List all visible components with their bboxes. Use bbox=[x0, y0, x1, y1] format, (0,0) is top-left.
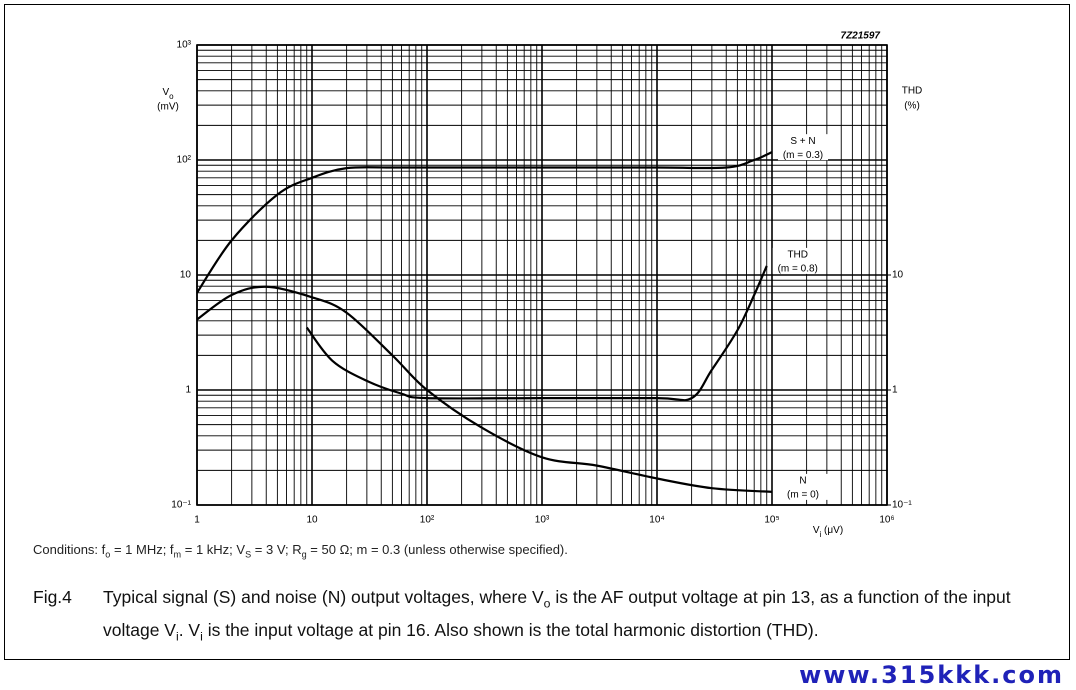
x-tick-label: 10³ bbox=[535, 515, 550, 526]
text-part: = 3 V; R bbox=[251, 542, 302, 557]
y-tick-label: 10³ bbox=[177, 40, 192, 51]
caption-label: Fig.4 bbox=[33, 587, 72, 607]
y2-tick-label: 10⁻¹ bbox=[892, 500, 912, 511]
x-tick-label: 1 bbox=[194, 515, 200, 526]
text-part: . V bbox=[178, 619, 201, 640]
series-line bbox=[305, 265, 768, 402]
text-part: = 1 MHz; f bbox=[110, 542, 174, 557]
x-tick-label: 10⁵ bbox=[764, 515, 779, 526]
subscript: i bbox=[820, 530, 822, 539]
conditions: Conditions: fo = 1 MHz; fm = 1 kHz; VS =… bbox=[33, 542, 568, 560]
series-line bbox=[196, 285, 773, 493]
y-tick-label: 10 bbox=[180, 270, 192, 281]
label-background bbox=[778, 473, 828, 500]
y2-tick-label: 1 bbox=[892, 385, 898, 396]
series-label: S + N bbox=[790, 136, 815, 147]
y-tick-label: 10² bbox=[177, 155, 192, 166]
frame bbox=[4, 4, 1070, 660]
x-tick-label: 10⁴ bbox=[649, 515, 664, 526]
series-line bbox=[196, 151, 773, 294]
label-background bbox=[778, 134, 828, 161]
y-tick-label: 10⁻¹ bbox=[171, 500, 191, 511]
subscript: m bbox=[173, 549, 182, 560]
subscript: S bbox=[245, 549, 252, 560]
text-part: = 50 Ω; m = 0.3 (unless otherwise specif… bbox=[306, 542, 568, 557]
series-label: THD bbox=[787, 250, 808, 261]
text-part: V bbox=[813, 525, 820, 536]
text-part: V bbox=[162, 87, 169, 98]
x-axis-label: Vi (μV) bbox=[813, 525, 843, 539]
subscript: i bbox=[200, 629, 203, 643]
subscript: o bbox=[543, 596, 551, 611]
series-label: N bbox=[799, 476, 806, 487]
text-part: Typical signal (S) and noise (N) output … bbox=[103, 587, 544, 607]
text-part: is the AF output voltage at pin 13, as a… bbox=[103, 587, 1011, 640]
text-part: Conditions: f bbox=[33, 542, 106, 557]
y2-axis-label: THD bbox=[902, 86, 923, 97]
watermark: www.315kkk.com bbox=[799, 661, 1064, 689]
subscript: i bbox=[175, 629, 179, 643]
y-axis-unit: (mV) bbox=[157, 102, 179, 113]
text-part: = 1 kHz; V bbox=[181, 542, 246, 557]
subscript: o bbox=[169, 92, 174, 101]
label-background bbox=[772, 247, 823, 274]
grid bbox=[196, 44, 888, 506]
x-tick-label: 10² bbox=[420, 515, 435, 526]
subscript: o bbox=[105, 549, 111, 560]
y2-tick-label: 10 bbox=[892, 270, 904, 281]
text-part: (μV) bbox=[821, 525, 843, 536]
x-tick-label: 10 bbox=[306, 515, 318, 526]
caption-text: Typical signal (S) and noise (N) output … bbox=[103, 584, 1053, 649]
text-part: is the input voltage at pin 16. Also sho… bbox=[202, 619, 819, 640]
series-note: (m = 0.8) bbox=[778, 264, 818, 275]
series-note: (m = 0.3) bbox=[783, 150, 823, 161]
y2-axis-unit: (%) bbox=[904, 101, 920, 112]
subscript: g bbox=[301, 549, 307, 560]
series-note: (m = 0) bbox=[787, 490, 819, 501]
y-axis-label: Vo bbox=[162, 87, 174, 101]
figure-code: 7Z21597 bbox=[841, 31, 881, 42]
y-tick-label: 1 bbox=[185, 385, 191, 396]
x-tick-label: 10⁶ bbox=[879, 515, 894, 526]
